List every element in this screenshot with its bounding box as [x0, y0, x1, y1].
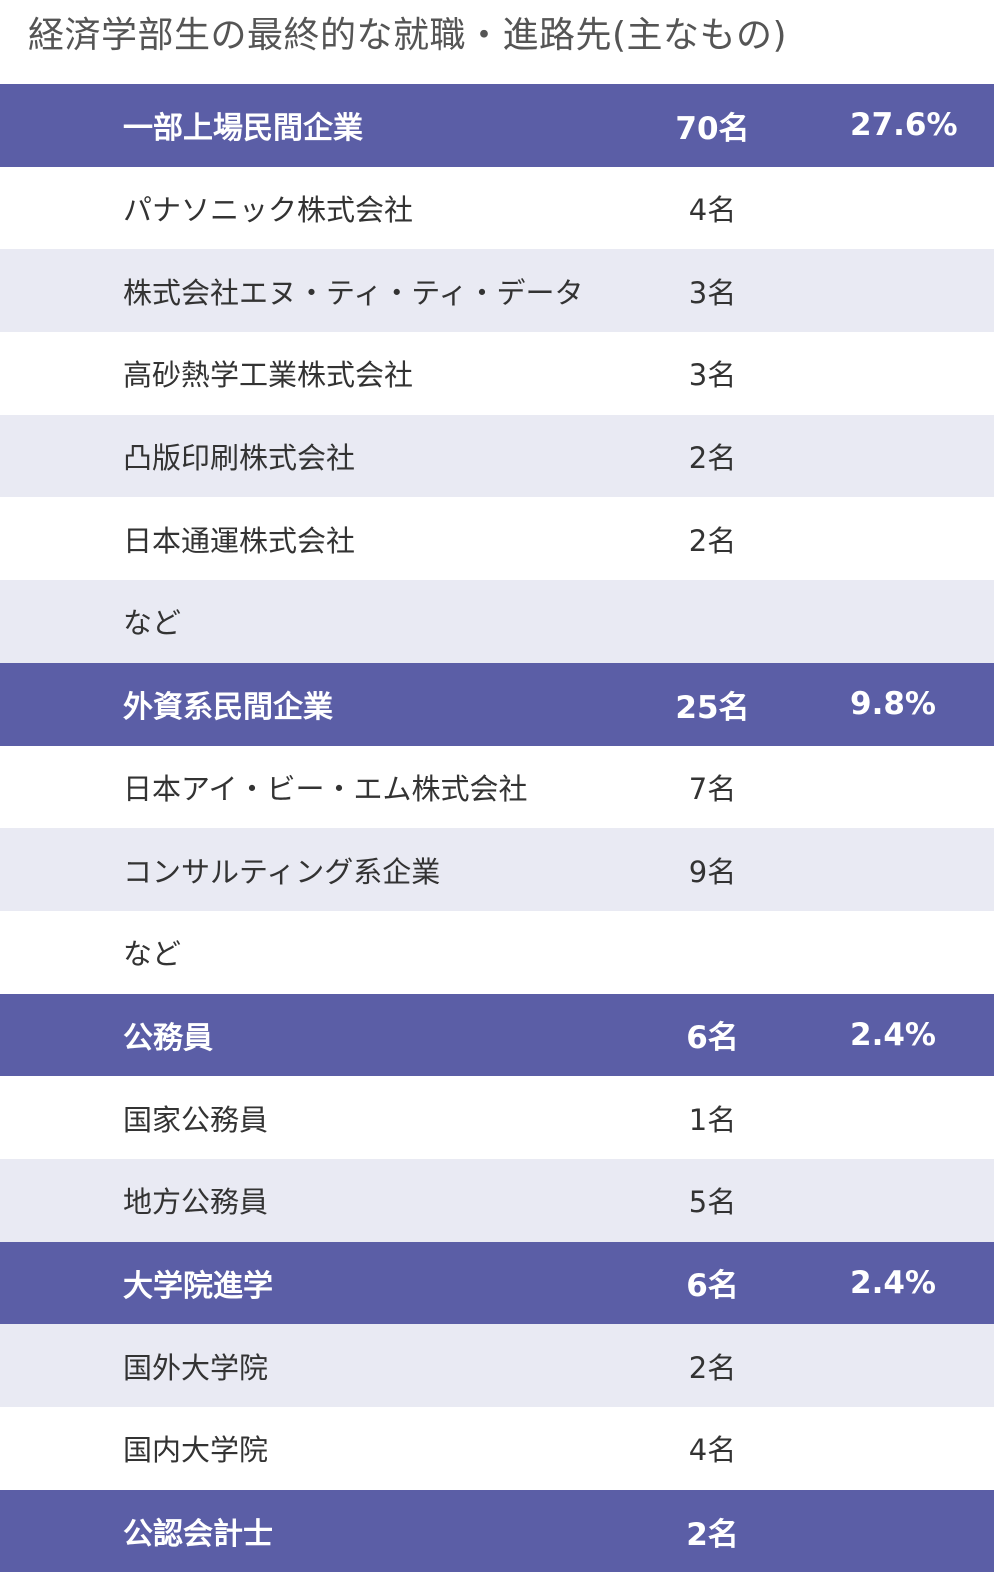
page-title: 経済学部生の最終的な就職・進路先(主なもの): [28, 15, 788, 56]
row-count: 6名: [686, 1268, 739, 1305]
row-name: 国家公務員: [123, 1102, 269, 1137]
row-count: 2名: [686, 1516, 739, 1553]
row-percent: 2.4%: [850, 1264, 936, 1301]
career-table: 一部上場民間企業 70名 27.6% パナソニック株式会社 4名 株式会社エヌ・…: [0, 84, 994, 1573]
table-row: 株式会社エヌ・ティ・ティ・データ 3名: [0, 249, 994, 333]
table-row: など: [0, 580, 994, 663]
row-name: など: [123, 606, 182, 641]
table-row: 高砂熱学工業株式会社 3名: [0, 332, 994, 415]
row-count: 2名: [688, 441, 737, 476]
row-count: 2名: [688, 1350, 737, 1385]
table-row: 日本通運株式会社 2名: [0, 497, 994, 581]
category-row: 外資系民間企業 25名 9.8%: [0, 662, 994, 746]
category-row: 大学院進学 6名 2.4%: [0, 1241, 994, 1325]
row-percent: 27.6%: [850, 107, 958, 144]
row-name: 株式会社エヌ・ティ・ティ・データ: [123, 275, 584, 310]
row-count: 2名: [688, 523, 737, 558]
row-name: など: [123, 937, 182, 972]
row-count: 4名: [688, 193, 737, 228]
row-count: 9名: [688, 854, 737, 889]
row-count: 7名: [688, 771, 737, 806]
row-percent: 2.4%: [850, 1016, 936, 1053]
row-name: 外資系民間企業: [123, 690, 333, 726]
row-name: 国内大学院: [123, 1433, 269, 1468]
table-row: など: [0, 910, 994, 994]
row-name: 大学院進学: [123, 1268, 273, 1304]
table-row: 凸版印刷株式会社 2名: [0, 414, 994, 498]
row-percent: 9.8%: [850, 686, 936, 723]
row-name: 日本アイ・ビー・エム株式会社: [123, 771, 528, 806]
category-row: 公認会計士 2名: [0, 1489, 994, 1573]
row-count: 3名: [688, 358, 737, 393]
row-count: 1名: [688, 1102, 737, 1137]
row-name: 国外大学院: [123, 1350, 269, 1385]
row-count: 5名: [688, 1185, 737, 1220]
row-name: 公務員: [123, 1020, 213, 1056]
table-row: 国内大学院 4名: [0, 1407, 994, 1490]
table-row: コンサルティング系企業 9名: [0, 828, 994, 911]
category-row: 公務員 6名 2.4%: [0, 993, 994, 1077]
table-row: 国家公務員 1名: [0, 1076, 994, 1159]
row-count: 25名: [675, 689, 750, 726]
row-count: 3名: [688, 275, 737, 310]
row-name: 高砂熱学工業株式会社: [123, 358, 414, 393]
category-row: 一部上場民間企業 70名 27.6%: [0, 84, 994, 167]
table-row: 国外大学院 2名: [0, 1324, 994, 1407]
row-count: 70名: [675, 110, 750, 147]
row-count: 4名: [688, 1433, 737, 1468]
table-row: パナソニック株式会社 4名: [0, 166, 994, 250]
row-name: 日本通運株式会社: [123, 523, 356, 558]
table-row: 地方公務員 5名: [0, 1158, 994, 1242]
row-name: パナソニック株式会社: [123, 193, 414, 228]
row-name: 凸版印刷株式会社: [123, 441, 356, 476]
row-name: 公認会計士: [123, 1517, 273, 1553]
row-name: 一部上場民間企業: [123, 111, 363, 147]
row-count: 6名: [686, 1020, 739, 1057]
table-row: 日本アイ・ビー・エム株式会社 7名: [0, 745, 994, 829]
row-name: コンサルティング系企業: [123, 854, 441, 889]
row-name: 地方公務員: [123, 1185, 269, 1220]
